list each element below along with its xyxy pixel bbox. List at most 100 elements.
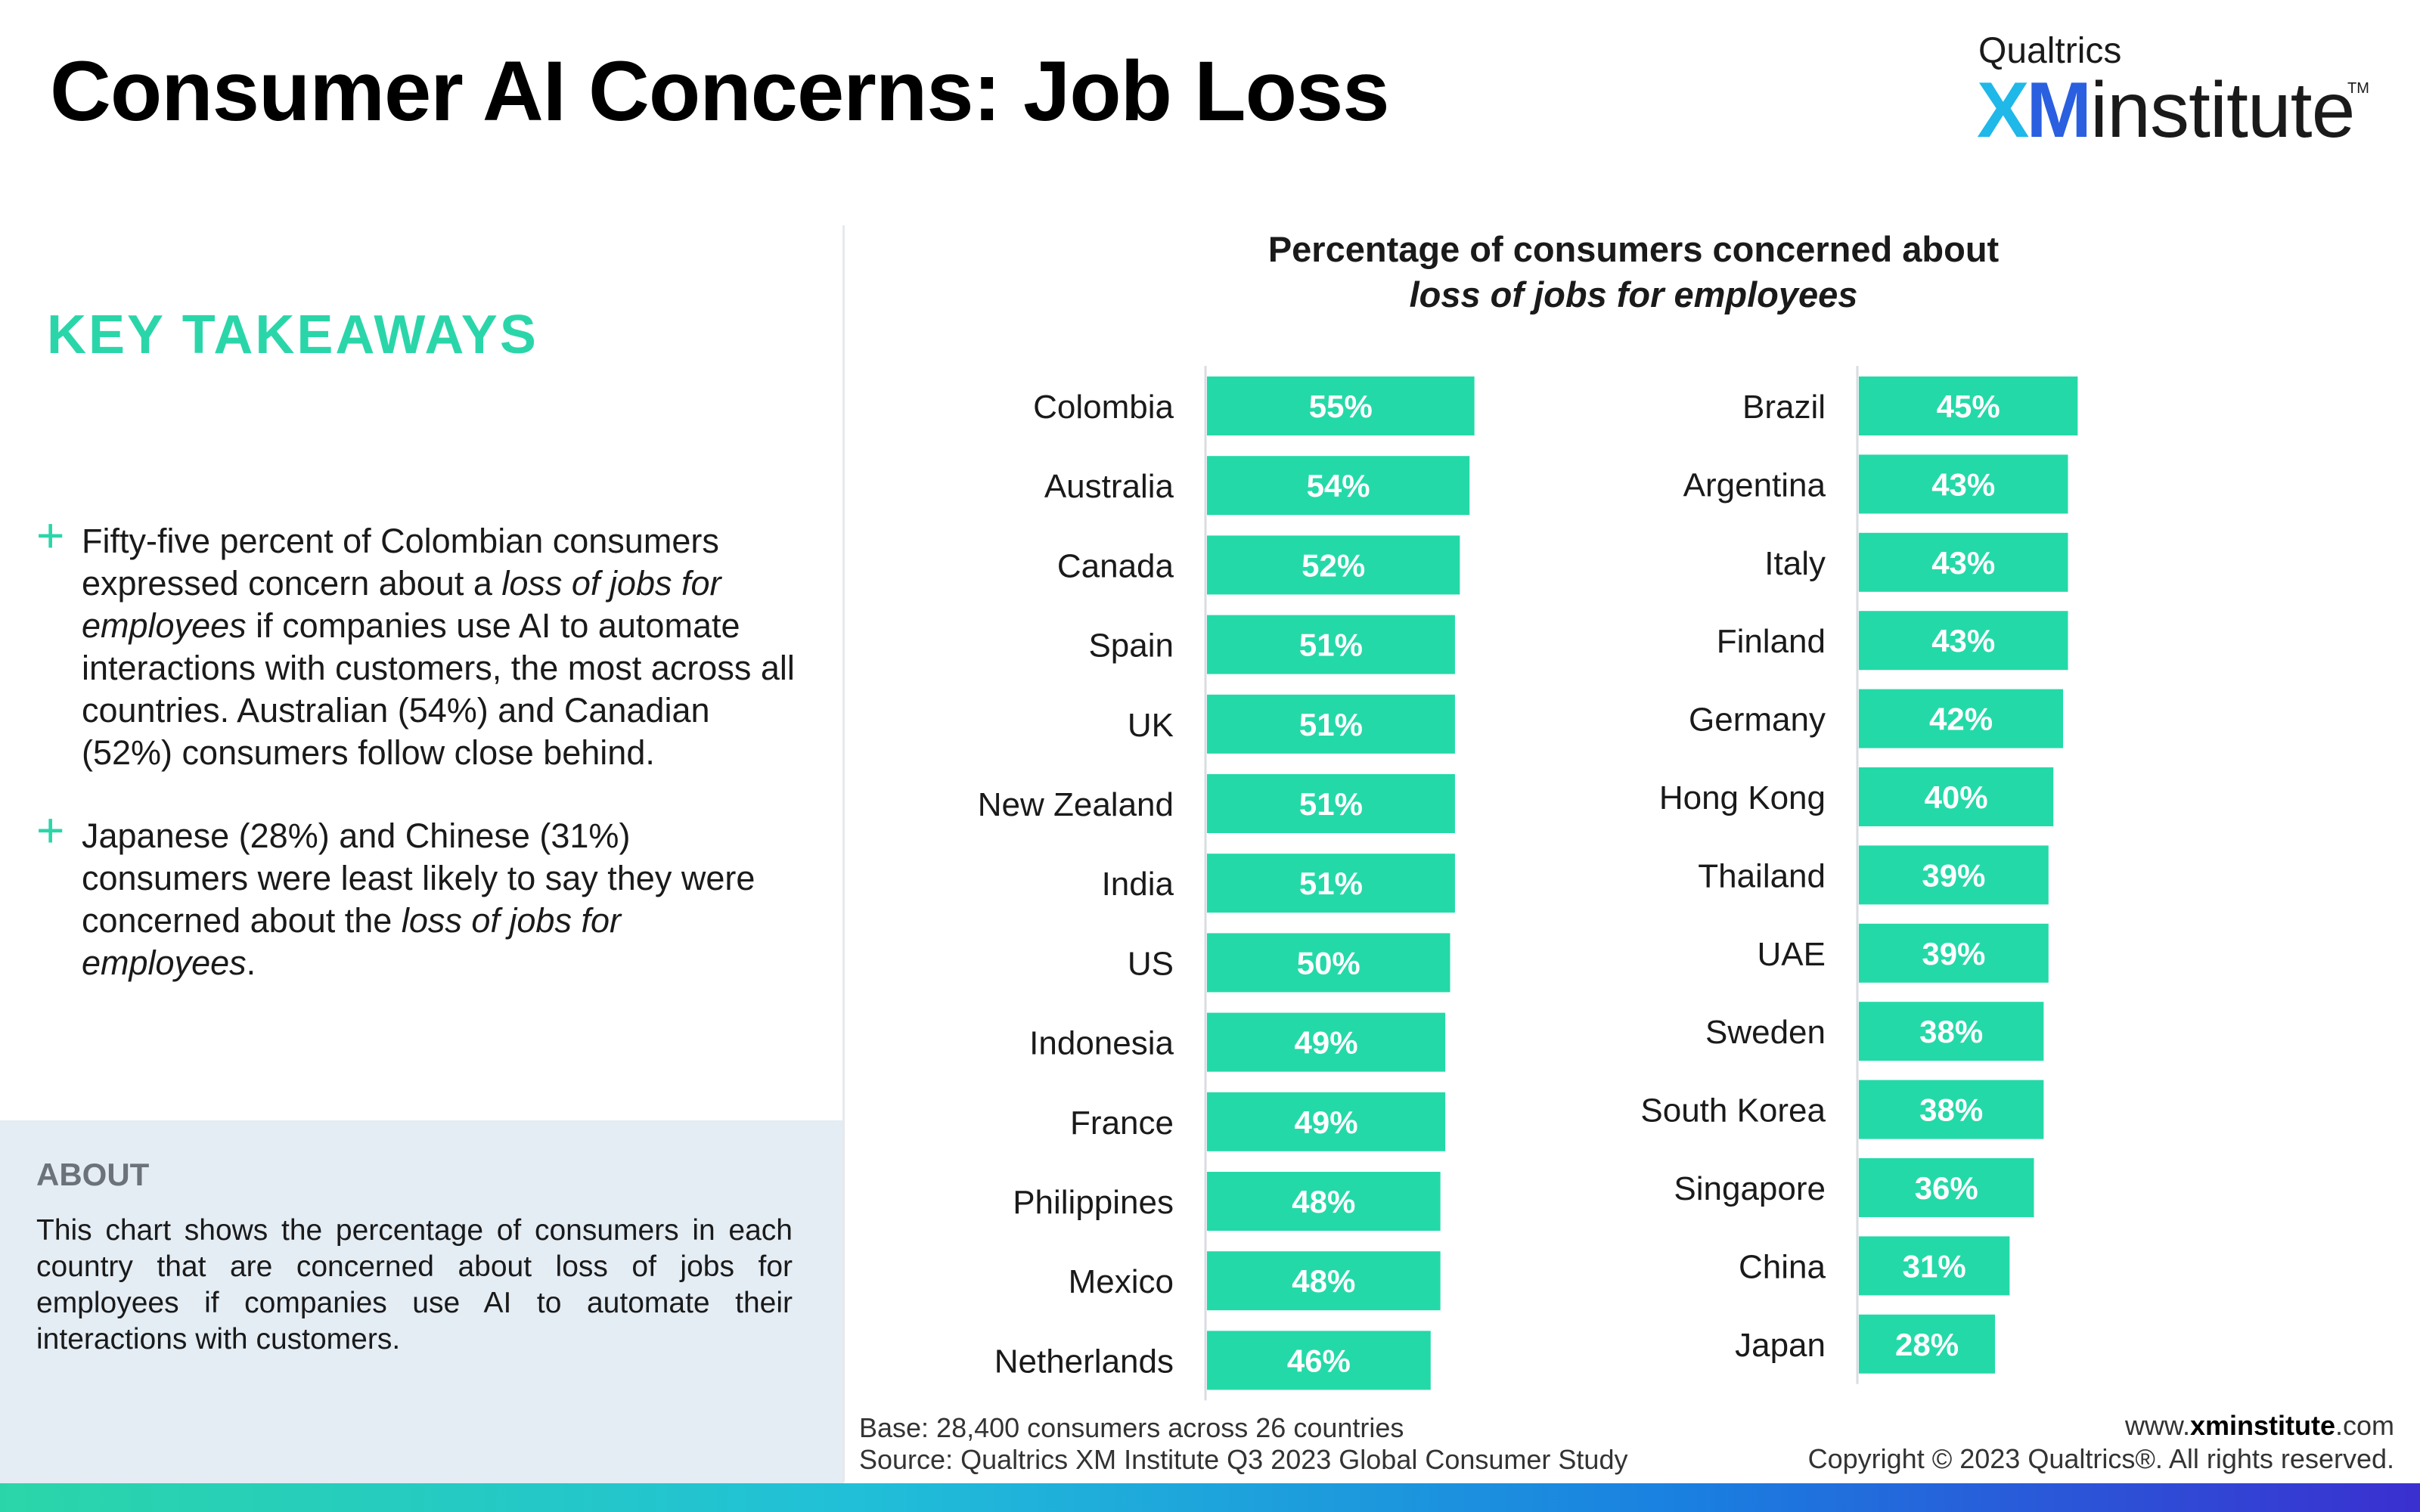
data-label: 50% [1297, 945, 1360, 981]
data-label: 43% [1931, 545, 1995, 581]
category-label: US [1128, 945, 1174, 982]
takeaway-text-1: Fifty-five percent of Colombian consumer… [82, 520, 800, 774]
bar [1207, 615, 1455, 674]
plus-icon: + [36, 508, 65, 562]
takeaway-2-part-1: Japanese (28%) and Chinese (31%) consume… [82, 816, 755, 940]
bar [1859, 1314, 1996, 1374]
category-label: Finland [1717, 623, 1826, 660]
category-label: India [1102, 866, 1174, 903]
logo-institute-text: institute [2090, 67, 2355, 154]
takeaway-2-emphasis: loss of jobs for employees [82, 901, 621, 982]
category-label: Brazil [1742, 389, 1826, 426]
category-label: UAE [1758, 936, 1826, 973]
data-label: 51% [1299, 707, 1363, 742]
category-label: Germany [1689, 702, 1826, 739]
url-suffix: .com [2335, 1410, 2394, 1441]
section-divider [842, 225, 845, 1482]
page-title: Consumer AI Concerns: Job Loss [50, 44, 1390, 138]
data-label: 38% [1919, 1092, 1983, 1128]
data-label: 28% [1895, 1327, 1959, 1362]
bar [1207, 376, 1475, 435]
data-label: 49% [1295, 1025, 1358, 1061]
logo-xm-text: XM [1977, 71, 2092, 150]
bar [1859, 845, 2049, 905]
data-label: 36% [1915, 1170, 1978, 1206]
category-label: Japan [1735, 1327, 1826, 1364]
chart-title-main: Percentage of consumers concerned about [1267, 229, 2000, 269]
data-label: 51% [1299, 786, 1363, 822]
bottom-gradient-bar [0, 1483, 2420, 1512]
data-label: 39% [1922, 857, 1985, 893]
data-label: 52% [1302, 547, 1365, 583]
category-label: Philippines [1013, 1184, 1174, 1221]
base-note: Base: 28,400 consumers across 26 countri… [859, 1412, 1404, 1443]
bar [1207, 1251, 1441, 1311]
category-label: Canada [1057, 547, 1174, 584]
data-label: 51% [1299, 627, 1363, 663]
data-label: 43% [1931, 466, 1995, 502]
bar [1859, 454, 2068, 514]
logo-x-letter: X [1977, 67, 2029, 154]
data-label: 43% [1931, 623, 1995, 658]
bar [1859, 689, 2064, 748]
bar [1207, 694, 1455, 754]
takeaway-text-2: Japanese (28%) and Chinese (31%) consume… [82, 815, 800, 984]
footer-right: www.xminstitute.com Copyright © 2023 Qua… [1808, 1409, 2394, 1476]
bar [1207, 854, 1455, 913]
data-label: 39% [1922, 936, 1985, 971]
bar [1207, 1172, 1441, 1231]
bar [1207, 933, 1450, 993]
category-label: UK [1128, 707, 1174, 744]
data-label: 48% [1292, 1263, 1355, 1299]
url-domain: xminstitute [2189, 1410, 2335, 1441]
category-label: Italy [1764, 545, 1826, 582]
about-panel: ABOUT This chart shows the percentage of… [0, 1120, 844, 1498]
category-label: Mexico [1069, 1263, 1174, 1300]
data-label: 46% [1287, 1343, 1351, 1378]
bar [1207, 774, 1455, 833]
about-text: This chart shows the percentage of consu… [36, 1214, 793, 1356]
plus-icon: + [36, 803, 65, 857]
data-label: 42% [1929, 702, 1993, 737]
bar [1207, 1092, 1446, 1151]
data-label: 38% [1919, 1014, 1983, 1049]
logo-trademark: TM [2347, 80, 2369, 97]
category-label: Thailand [1698, 857, 1826, 894]
bar [1859, 923, 2049, 983]
category-label: Singapore [1674, 1170, 1826, 1207]
bar-chart: Colombia 55% Australia 54% Canada 52% Spain 51%… [978, 366, 2078, 1401]
takeaway-bullet-2: + Japanese (28%) and Chinese (31%) consu… [36, 806, 800, 984]
takeaway-2-part-2: . [246, 943, 256, 982]
takeaway-1-part-2: if companies use AI to automate interact… [82, 606, 795, 772]
bar [1859, 532, 2068, 592]
category-label: Argentina [1683, 466, 1826, 503]
bar [1859, 376, 2078, 435]
category-label: Sweden [1705, 1014, 1826, 1051]
bar [1207, 1331, 1431, 1390]
category-label: Spain [1088, 627, 1174, 665]
bar [1859, 1158, 2034, 1217]
copyright-text: Copyright © 2023 Qualtrics®. All rights … [1807, 1443, 2394, 1474]
category-label: Hong Kong [1659, 779, 1826, 816]
chart-title: Percentage of consumers concerned about … [1044, 227, 2223, 318]
takeaway-1-emphasis: loss of jobs for employees [82, 564, 721, 645]
category-label: South Korea [1640, 1092, 1826, 1129]
category-label: China [1739, 1248, 1826, 1285]
bar [1207, 535, 1460, 595]
category-label: Netherlands [994, 1343, 1174, 1380]
chart-title-subtitle: loss of jobs for employees [1409, 274, 1858, 314]
bar [1207, 456, 1470, 516]
url-prefix: www. [2124, 1410, 2190, 1441]
bar [1207, 1012, 1446, 1072]
source-note: Source: Qualtrics XM Institute Q3 2023 G… [859, 1444, 1628, 1475]
bar [1859, 1002, 2044, 1061]
takeaway-bullet-1: + Fifty-five percent of Colombian consum… [36, 511, 800, 774]
bar [1859, 611, 2068, 671]
key-takeaways-heading: KEY TAKEAWAYS [47, 305, 538, 365]
data-label: 49% [1295, 1105, 1358, 1140]
data-label: 40% [1925, 779, 1988, 815]
xm-institute-logo: Qualtrics XM institute TM [1977, 30, 2370, 150]
website-link[interactable]: www.xminstitute.com [1808, 1409, 2394, 1442]
data-label: 31% [1903, 1248, 1966, 1284]
category-label: Colombia [1033, 389, 1174, 426]
